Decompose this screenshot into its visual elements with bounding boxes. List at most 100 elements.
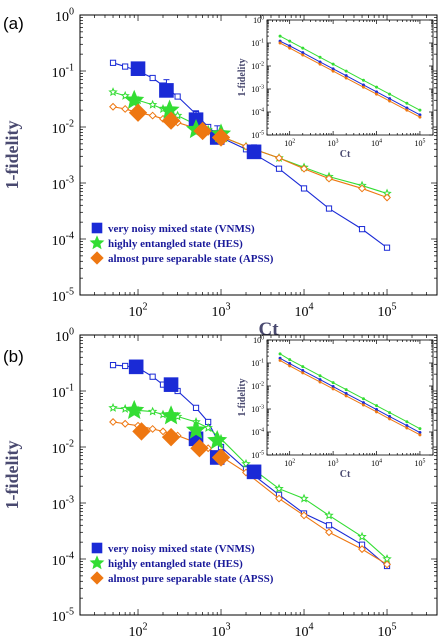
inset-data-point <box>375 408 379 412</box>
legend-label: very noisy mixed state (VNMS) <box>108 223 255 235</box>
data-point <box>124 399 145 419</box>
inset-y-axis-title: 1-fidelity <box>237 58 248 96</box>
inset-y-tick-label: 10-1 <box>251 358 264 368</box>
inset-x-tick-label: 102 <box>284 138 295 148</box>
legend-marker <box>89 555 105 570</box>
inset-data-point <box>361 397 365 401</box>
inset-data-point <box>344 394 348 398</box>
inset-data-point <box>278 41 282 45</box>
inset-series-1 <box>278 356 422 435</box>
inset-data-point <box>288 362 292 366</box>
inset-data-point <box>288 364 292 368</box>
inset-data-point <box>301 371 305 375</box>
legend-label: almost pure separable state (APSS) <box>108 573 274 585</box>
data-point <box>190 439 209 458</box>
panel-label: (b) <box>3 347 24 366</box>
data-point <box>246 144 262 160</box>
legend-marker <box>90 251 104 265</box>
inset-data-point <box>375 85 379 89</box>
inset-x-axis-title: Ct <box>340 149 351 160</box>
inset-data-point <box>361 403 365 407</box>
data-point <box>147 406 158 416</box>
inset-x-tick-label: 103 <box>328 458 339 468</box>
x-tick-label: 104 <box>295 302 314 320</box>
data-point <box>121 419 130 428</box>
inset-data-point <box>418 115 422 119</box>
legend-label: almost pure separable state (APSS) <box>108 253 274 265</box>
data-point <box>211 128 231 147</box>
inset-data-point <box>344 69 348 73</box>
panel-a: (a) 102 103 104 105 10-5 10-4 10-3 10-2 10-1 100 Ct… <box>2 7 438 340</box>
inset-data-point <box>331 62 335 66</box>
data-point <box>108 402 118 412</box>
inset-data-point <box>278 358 282 362</box>
data-point <box>147 99 158 109</box>
inset-data-point <box>388 411 392 415</box>
x-tick-label: 105 <box>378 622 397 640</box>
data-point <box>299 493 309 503</box>
inset-data-point <box>278 352 282 356</box>
inset-data-point <box>301 51 305 55</box>
data-point <box>149 74 156 82</box>
series-2 <box>132 422 231 467</box>
inset-data-point <box>405 106 409 110</box>
data-point <box>148 424 157 433</box>
legend-label: highly entangled state (HES) <box>108 558 243 570</box>
inset-data-point <box>388 417 392 421</box>
inset-data-point <box>388 415 392 419</box>
inset-data-point <box>278 356 282 360</box>
data-point <box>383 244 391 251</box>
inset-series-0 <box>278 352 422 431</box>
data-point <box>275 165 283 172</box>
inset-data-point <box>361 78 365 82</box>
inset-x-tick-label: 103 <box>328 138 339 148</box>
data-point <box>274 483 284 493</box>
x-tick-label: 103 <box>211 622 230 640</box>
data-point <box>121 104 130 113</box>
data-point <box>122 63 129 70</box>
inset-data-point <box>405 108 409 112</box>
data-point <box>128 103 148 122</box>
series-2 <box>128 103 231 147</box>
data-point <box>357 531 367 541</box>
x-tick-label: 102 <box>128 622 147 640</box>
inset-data-point <box>331 381 335 385</box>
inset-data-point <box>318 62 322 66</box>
inset-data-point <box>288 46 292 50</box>
inset-x-tick-label: 102 <box>284 458 295 468</box>
inset-data-point <box>288 44 292 48</box>
inset-data-point <box>405 420 409 424</box>
data-point <box>161 427 181 447</box>
data-point <box>161 111 181 130</box>
inset-data-point <box>405 426 409 430</box>
y-tick-label: 100 <box>55 7 74 25</box>
inset: 102 103 104 105 10-5 10-4 10-3 10-2 10-1 100 Ct 1-f… <box>237 335 434 480</box>
inset-data-point <box>344 74 348 78</box>
inset-y-tick-label: 100 <box>253 335 264 345</box>
series-0 <box>130 61 262 160</box>
y-tick-label: 10-4 <box>52 551 74 569</box>
inset-data-point <box>344 388 348 392</box>
inset-data-point <box>301 46 305 50</box>
x-tick-label: 103 <box>211 302 230 320</box>
legend-marker <box>91 542 103 554</box>
data-point <box>108 87 118 97</box>
legend-marker <box>91 222 103 234</box>
x-tick-label: 104 <box>295 622 314 640</box>
data-point <box>325 522 333 529</box>
data-point <box>211 448 231 467</box>
inset-y-tick-label: 10-2 <box>251 381 264 391</box>
data-point <box>159 427 167 436</box>
data-point <box>122 362 129 370</box>
inset-y-tick-label: 10-2 <box>251 61 264 71</box>
inset-y-tick-label: 10-1 <box>251 38 264 48</box>
data-point <box>300 164 308 173</box>
inset-data-point <box>375 404 379 408</box>
data-point <box>109 362 117 369</box>
inset-data-point <box>418 427 422 431</box>
data-point <box>325 174 333 183</box>
inset-x-tick-label: 104 <box>371 458 382 468</box>
inset-data-point <box>388 92 392 96</box>
inset-data-point <box>418 113 422 117</box>
inset-y-tick-label: 10-4 <box>251 107 264 117</box>
